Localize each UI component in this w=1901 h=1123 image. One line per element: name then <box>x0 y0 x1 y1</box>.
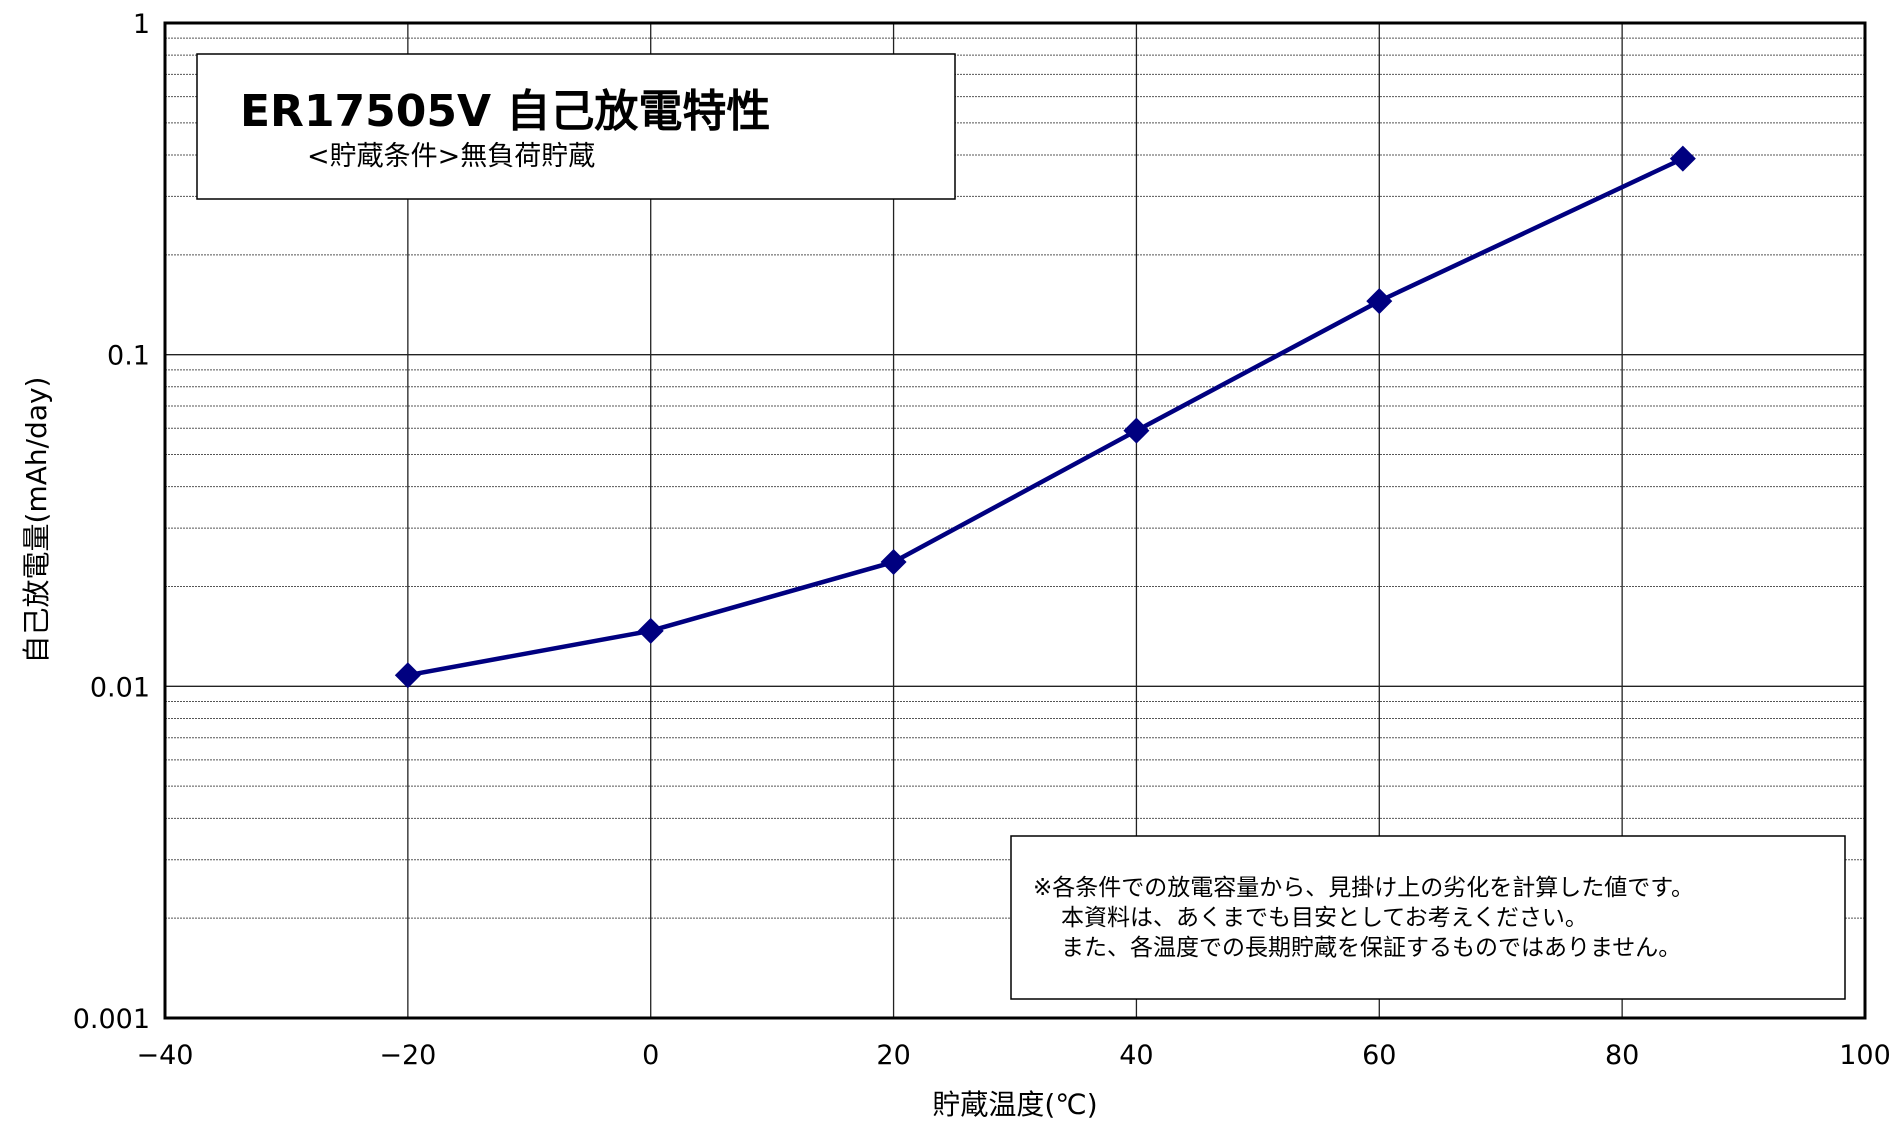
title-box: ER17505V 自己放電特性 <貯蔵条件>無負荷貯蔵 <box>196 53 956 200</box>
series-layer <box>394 145 1696 689</box>
x-tick-label: 80 <box>1605 1040 1639 1071</box>
plot-frame <box>163 21 1867 1020</box>
x-tick-label: 40 <box>1119 1040 1153 1071</box>
data-point-marker <box>394 662 421 689</box>
x-axis-title: 貯蔵温度(℃) <box>932 1088 1097 1121</box>
y-tick-label: 1 <box>133 9 150 40</box>
data-point-marker <box>1669 145 1696 172</box>
x-tick-label: 0 <box>642 1040 659 1071</box>
x-tick-label: −20 <box>379 1040 436 1071</box>
data-point-marker <box>1366 288 1393 315</box>
data-point-marker <box>1123 417 1150 444</box>
y-tick-label: 0.001 <box>73 1004 150 1035</box>
data-point-marker <box>880 549 907 576</box>
x-tick-labels: −40 −20 0 20 40 60 80 100 <box>137 1040 1891 1071</box>
x-tick-label: 20 <box>876 1040 910 1071</box>
x-tick-label: 100 <box>1839 1040 1891 1071</box>
series-line <box>407 156 1684 678</box>
x-tick-label: 60 <box>1362 1040 1396 1071</box>
y-tick-label: 0.1 <box>107 341 150 372</box>
note-line-2: 本資料は、あくまでも目安としてお考えください。 <box>1061 905 1588 931</box>
y-tick-label: 0.01 <box>90 672 150 703</box>
note-line-1: ※各条件での放電容量から、見掛け上の劣化を計算した値です。 <box>1033 875 1694 901</box>
y-axis-title: 自己放電量(mAh/day) <box>20 377 53 664</box>
note-line-3: また、各温度での長期貯蔵を保証するものではありません。 <box>1061 935 1681 961</box>
x-tick-label: −40 <box>137 1040 194 1071</box>
note-box: ※各条件での放電容量から、見掛け上の劣化を計算した値です。 本資料は、あくまでも… <box>1010 835 1846 1000</box>
y-tick-labels: 0.001 0.01 0.1 1 <box>73 9 150 1035</box>
chart-subtitle: <貯蔵条件>無負荷貯蔵 <box>307 141 595 172</box>
data-point-marker <box>637 617 664 644</box>
chart-title: ER17505V 自己放電特性 <box>240 86 770 137</box>
